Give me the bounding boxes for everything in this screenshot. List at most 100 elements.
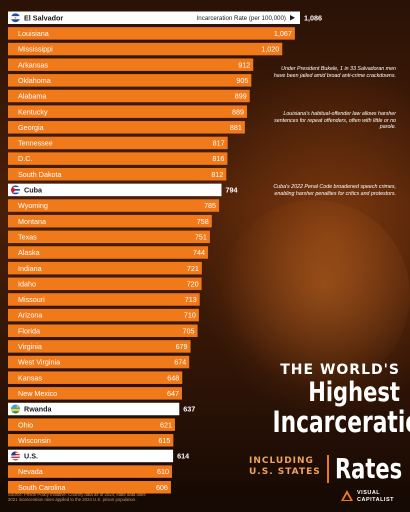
value-label-alaska: 744 <box>193 248 205 257</box>
bar-group-rwanda: Rwanda 637 <box>8 402 195 416</box>
bar-cuba <box>8 183 222 197</box>
value-label-mississippi: 1,020 <box>261 45 279 54</box>
category-label-alabama: Alabama <box>18 92 46 101</box>
title-block: THE WORLD'S Highest Incarceration <box>230 362 410 439</box>
bar-indiana <box>8 261 202 275</box>
bar-group-nevada: Nevada 610 <box>8 465 173 478</box>
category-label-nevada: Nevada <box>18 467 43 476</box>
bar-wyoming <box>8 199 220 212</box>
bar-alabama <box>8 89 250 103</box>
bar-south-dakota <box>8 168 227 181</box>
bar-group-west-virginia: West Virginia 674 <box>8 355 190 369</box>
bar-group-arkansas: Arkansas 912 <box>8 58 254 71</box>
category-label-cuba: Cuba <box>24 186 43 195</box>
category-label-tennessee: Tennessee <box>18 139 53 148</box>
annotation-louisiana: Louisiana's habitual-offender law allows… <box>274 111 396 131</box>
value-label-west-virginia: 674 <box>174 358 186 367</box>
value-label-virginia: 679 <box>176 342 188 351</box>
annotation-cuba: Cuba's 2022 Penal Code broadened speech … <box>273 184 396 197</box>
bar-group-kentucky: Kentucky 889 <box>8 105 248 118</box>
bar-florida <box>8 324 198 337</box>
category-label-south-dakota: South Dakota <box>18 170 62 179</box>
bar-group-indiana: Indiana 721 <box>8 261 202 275</box>
bar-group-mississippi: Mississippi 1,020 <box>8 42 283 56</box>
cuba-flag-icon <box>10 184 21 195</box>
bar-group-montana: Montana 758 <box>8 214 212 228</box>
subtitle-block: INCLUDING U.S. STATES Rates <box>245 452 403 487</box>
bar-group-south-dakota: South Dakota 812 <box>8 168 227 181</box>
category-label-arkansas: Arkansas <box>18 60 48 69</box>
category-label-el-salvador: El Salvador <box>24 13 63 22</box>
category-label-missouri: Missouri <box>18 295 45 304</box>
value-label-rwanda: 637 <box>183 405 195 414</box>
bar-group-el-salvador: El Salvador 1,086 <box>8 11 322 24</box>
bar-group-missouri: Missouri 713 <box>8 293 200 306</box>
bar-oklahoma <box>8 74 252 87</box>
value-label-arizona: 710 <box>184 311 196 320</box>
annotation-el-salvador: Under President Bukele, 1 in 33 Salvador… <box>273 66 396 79</box>
bar-group-virginia: Virginia 679 <box>8 340 191 353</box>
value-label-louisiana: 1,067 <box>274 29 292 38</box>
category-label-rwanda: Rwanda <box>24 405 53 414</box>
title-line-2: Highest <box>308 377 400 408</box>
bar-group-cuba: Cuba 794 <box>8 183 237 197</box>
title-line-1: THE WORLD'S <box>280 362 400 378</box>
bar-nevada <box>8 465 173 478</box>
bar-south-carolina <box>8 481 171 494</box>
bar-missouri <box>8 293 200 306</box>
bar-kentucky <box>8 105 248 118</box>
category-label-florida: Florida <box>18 326 40 335</box>
bar-group-tennessee: Tennessee 817 <box>8 136 228 150</box>
source-note: Source: Prison Policy Initiative. Countr… <box>8 492 278 503</box>
category-label-d-c: D.C. <box>18 154 32 163</box>
category-label-mississippi: Mississippi <box>18 45 53 54</box>
category-label-montana: Montana <box>18 217 46 226</box>
category-label-idaho: Idaho <box>18 279 36 288</box>
value-label-cuba: 794 <box>225 186 237 195</box>
value-label-tennessee: 817 <box>213 139 225 148</box>
bar-virginia <box>8 340 191 353</box>
category-label-new-mexico: New Mexico <box>18 389 57 398</box>
bar-group-florida: Florida 705 <box>8 324 198 337</box>
logo-line-2: CAPITALIST <box>357 496 394 503</box>
category-label-wyoming: Wyoming <box>18 201 48 210</box>
category-label-kansas: Kansas <box>18 373 42 382</box>
title-line-4: Rates <box>335 452 403 485</box>
value-label-d-c: 816 <box>212 154 224 163</box>
el-salvador-flag-icon <box>10 12 21 23</box>
bar-wisconsin <box>8 434 174 447</box>
category-label-texas: Texas <box>18 232 37 241</box>
category-label-virginia: Virginia <box>18 342 42 351</box>
category-label-oklahoma: Oklahoma <box>18 76 51 85</box>
value-label-ohio: 621 <box>160 420 172 429</box>
bar-group-wyoming: Wyoming 785 <box>8 199 220 212</box>
bar-alaska <box>8 246 209 259</box>
subtitle-divider <box>327 455 329 483</box>
bar-kansas <box>8 371 183 384</box>
unit-arrow-icon <box>290 15 295 21</box>
value-label-wyoming: 785 <box>204 201 216 210</box>
bar-group-wisconsin: Wisconsin 615 <box>8 434 174 447</box>
bar-group-new-mexico: New Mexico 647 <box>8 387 182 400</box>
bar-group-u-s: U.S. 614 <box>8 449 189 463</box>
value-label-south-dakota: 812 <box>211 170 223 179</box>
bar-tennessee <box>8 136 228 150</box>
bar-group-georgia: Georgia 881 <box>8 121 245 134</box>
bar-group-texas: Texas 751 <box>8 230 210 244</box>
bar-ohio <box>8 418 175 431</box>
subtitle-line-1: INCLUDING <box>249 456 314 466</box>
category-label-u-s: U.S. <box>24 452 38 461</box>
bar-idaho <box>8 277 202 291</box>
value-label-montana: 758 <box>197 217 209 226</box>
subtitle-line-2: U.S. STATES <box>249 467 321 477</box>
subtitle: INCLUDING U.S. STATES <box>249 456 321 478</box>
bar-group-arizona: Arizona 710 <box>8 308 199 322</box>
category-label-south-carolina: South Carolina <box>18 483 66 492</box>
bar-group-oklahoma: Oklahoma 905 <box>8 74 252 87</box>
title-line-3: Incarceration <box>272 405 410 439</box>
value-label-texas: 751 <box>195 232 207 241</box>
value-label-idaho: 720 <box>187 279 199 288</box>
source-line-1: Source: Prison Policy Initiative. Countr… <box>8 492 146 497</box>
value-label-arkansas: 912 <box>238 60 250 69</box>
